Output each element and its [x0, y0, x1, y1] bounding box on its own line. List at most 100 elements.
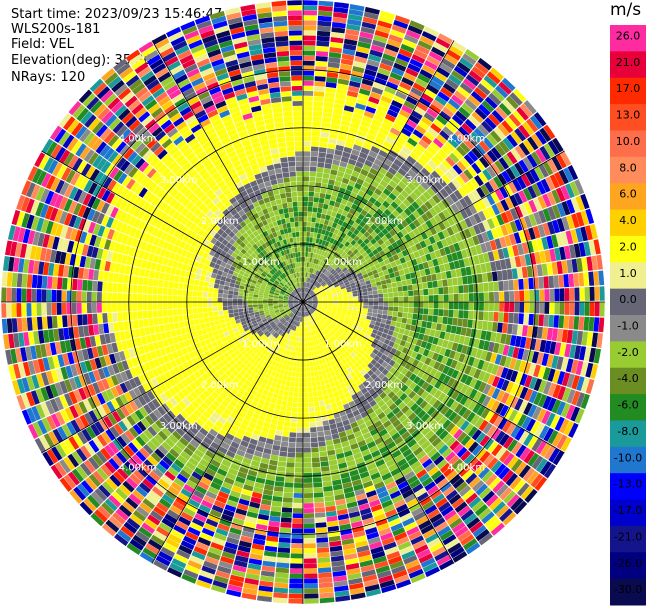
ray-gate	[303, 236, 307, 242]
ray-gate	[510, 131, 522, 145]
ray-gate	[440, 405, 450, 416]
ray-gate	[552, 432, 563, 447]
ray-gate	[479, 302, 484, 311]
ray-gate	[309, 422, 317, 428]
ray-gate	[317, 260, 322, 266]
ray-gate	[418, 308, 424, 315]
ray-gate	[510, 148, 522, 162]
ray-gate	[348, 299, 354, 302]
ray-gate	[309, 181, 316, 187]
ray-gate	[486, 133, 498, 146]
ray-gate	[354, 280, 361, 285]
ray-gate	[314, 502, 325, 508]
ray-gate	[429, 329, 436, 337]
ray-gate	[402, 285, 408, 292]
ray-gate	[387, 267, 394, 274]
ray-gate	[561, 372, 571, 387]
ray-gate	[551, 234, 559, 248]
ray-gate	[524, 290, 530, 302]
ray-gate	[365, 64, 379, 72]
ray-gate	[327, 242, 333, 249]
ray-gate	[521, 325, 528, 337]
ray-gate	[535, 148, 547, 163]
ray-gate	[318, 285, 323, 290]
ray-gate	[424, 268, 431, 276]
ray-gate	[341, 53, 355, 61]
ray-gate	[437, 33, 453, 45]
ray-gate	[365, 212, 373, 220]
ray-gate	[326, 189, 333, 195]
ray-gate	[477, 83, 491, 96]
ray-gate	[368, 208, 376, 216]
ray-gate	[281, 512, 292, 518]
ray-gate	[400, 211, 408, 220]
ray-gate	[412, 210, 421, 219]
ray-gate	[408, 302, 414, 308]
ray-gate	[519, 103, 533, 118]
ray-gate	[378, 271, 384, 277]
ray-gate	[310, 291, 314, 296]
ray-gate	[393, 95, 405, 105]
ray-gate	[450, 94, 464, 106]
ray-gate	[443, 309, 449, 317]
ray-gate	[501, 170, 512, 183]
ray-gate	[405, 67, 419, 78]
ray-gate	[365, 188, 374, 197]
ray-gate	[273, 440, 281, 446]
ray-gate	[574, 287, 580, 301]
ray-gate	[273, 592, 288, 599]
ray-gate	[366, 59, 380, 68]
ray-gate	[360, 227, 367, 235]
ray-gate	[506, 151, 518, 165]
ray-gate	[408, 307, 414, 314]
ray-gate	[591, 332, 598, 348]
ray-gate	[406, 195, 415, 204]
ray-gate	[316, 270, 321, 276]
ray-gate	[348, 180, 356, 187]
ray-gate	[410, 87, 423, 97]
ray-gate	[526, 325, 533, 338]
ray-gate	[475, 432, 486, 444]
ray-gate	[311, 141, 320, 147]
ray-gate	[318, 278, 323, 284]
ray-gate	[536, 352, 544, 365]
ray-gate	[388, 340, 395, 348]
ray-gate	[524, 302, 530, 313]
ray-gate	[352, 324, 358, 330]
ray-gate	[291, 412, 298, 418]
ray-gate	[330, 255, 336, 262]
ray-gate	[356, 238, 364, 245]
ray-gate	[576, 330, 583, 345]
ray-gate	[361, 328, 368, 334]
ray-gate	[362, 273, 369, 279]
ray-gate	[398, 291, 404, 297]
ray-gate	[494, 354, 502, 365]
ray-gate	[331, 311, 337, 315]
ray-gate	[349, 175, 358, 183]
ray-gate	[347, 277, 354, 282]
ray-gate	[514, 461, 527, 476]
ray-gate	[325, 321, 331, 326]
ray-gate	[381, 220, 389, 228]
ray-gate	[303, 287, 305, 292]
ray-gate	[343, 173, 352, 180]
ray-gate	[318, 152, 326, 158]
ray-gate	[418, 120, 430, 131]
ray-gate	[303, 377, 308, 383]
ray-gate	[421, 213, 430, 222]
ray-gate	[482, 169, 493, 181]
ray-gate	[353, 321, 360, 327]
ray-gate	[499, 449, 511, 463]
ray-gate	[278, 389, 285, 396]
ray-gate	[495, 332, 502, 343]
ray-gate	[314, 71, 327, 77]
ray-gate	[445, 122, 457, 134]
ray-gate	[311, 242, 316, 248]
ray-gate	[478, 419, 489, 432]
ray-gate	[400, 219, 409, 228]
ray-gate	[478, 311, 484, 321]
ray-gate	[490, 147, 502, 160]
ray-gate	[385, 334, 392, 341]
ray-gate	[312, 268, 316, 274]
ray-gate	[563, 245, 571, 260]
